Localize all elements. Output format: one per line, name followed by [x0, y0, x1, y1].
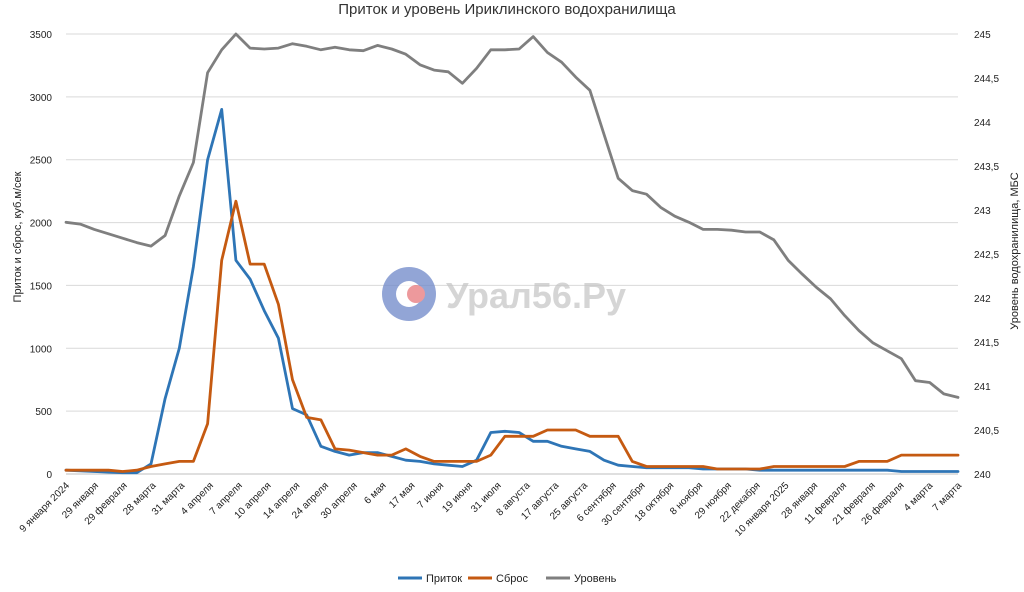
left-tick-label: 3000 — [30, 93, 53, 104]
watermark-text: Урал56.Ру — [446, 275, 626, 316]
right-axis-ticks: 240 240,5 241 241,5 242 242,5 243 243,5 244 244,5… — [974, 30, 999, 481]
left-tick-label: 1000 — [30, 344, 53, 355]
left-tick-label: 1500 — [30, 281, 53, 292]
right-tick-label: 244,5 — [974, 74, 999, 85]
left-tick-label: 2500 — [30, 156, 53, 167]
x-tick-label: 9 января 2024 — [18, 480, 73, 535]
series-line-Уровень — [64, 32, 960, 399]
left-tick-label: 3500 — [30, 30, 53, 41]
right-tick-label: 241,5 — [974, 338, 999, 349]
right-tick-label: 243 — [974, 206, 991, 217]
left-tick-label: 500 — [35, 407, 52, 418]
chart-title: Приток и уровень Ириклинского водохранил… — [338, 1, 676, 18]
left-axis-ticks: 0 500 1000 1500 2000 2500 3000 3500 — [30, 30, 53, 481]
series-line-Сброс — [64, 199, 960, 473]
left-tick-label: 2000 — [30, 219, 53, 230]
right-tick-label: 240 — [974, 470, 991, 481]
right-tick-label: 240,5 — [974, 426, 999, 437]
x-tick-label: 7 марта — [931, 480, 965, 514]
legend: Приток Сброс Уровень — [398, 573, 617, 585]
legend-label: Приток — [426, 573, 462, 585]
series-lines — [64, 32, 960, 475]
right-tick-label: 243,5 — [974, 162, 999, 173]
right-tick-label: 242,5 — [974, 250, 999, 261]
right-tick-label: 245 — [974, 30, 991, 41]
watermark: Урал56.Ру — [382, 267, 626, 321]
series-line-Приток — [64, 108, 960, 475]
watermark-logo-dot-icon — [407, 285, 425, 303]
x-tick-label: 6 мая — [362, 480, 388, 506]
legend-label: Уровень — [574, 573, 617, 585]
right-tick-label: 244 — [974, 118, 991, 129]
x-tick-label: 4 марта — [902, 480, 936, 514]
right-tick-label: 242 — [974, 294, 991, 305]
x-tick-label: 17 мая — [387, 480, 417, 510]
grid — [66, 33, 958, 475]
legend-label: Сброс — [496, 573, 528, 585]
x-tick-label: 19 июня — [440, 480, 475, 515]
right-tick-label: 241 — [974, 382, 991, 393]
right-axis-label: Уровень водохранилища, МБС — [1009, 172, 1021, 329]
left-tick-label: 0 — [46, 470, 52, 481]
left-axis-label: Приток и сброс, куб.м/сек — [12, 171, 24, 302]
